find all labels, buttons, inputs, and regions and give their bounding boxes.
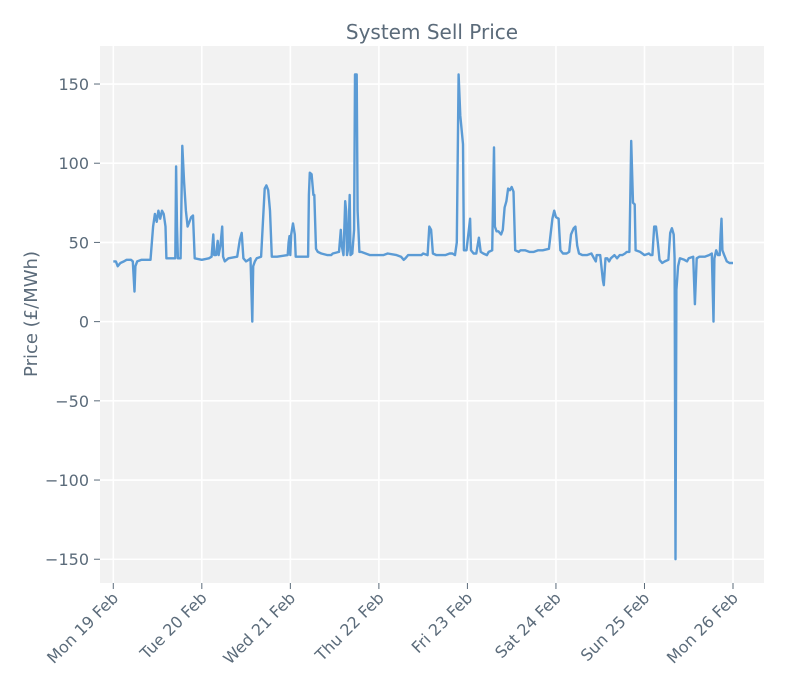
y-axis-label: Price (£/MWh) xyxy=(21,251,42,377)
grid-lines xyxy=(100,46,764,583)
x-tick-label: Tue 20 Feb xyxy=(136,588,211,663)
y-tick-label: −150 xyxy=(45,550,89,569)
x-tick-label: Thu 22 Feb xyxy=(311,588,388,665)
plot-area-background xyxy=(100,46,764,583)
x-tick-label: Sat 24 Feb xyxy=(491,588,565,662)
y-tick-label: 50 xyxy=(69,233,89,252)
y-tick-label: −50 xyxy=(55,392,89,411)
y-tick-label: −100 xyxy=(45,471,89,490)
x-tick-label: Fri 23 Feb xyxy=(408,588,477,657)
series-group xyxy=(113,73,733,561)
x-tick-label: Wed 21 Feb xyxy=(219,588,299,668)
y-tick-label: 0 xyxy=(79,313,89,332)
x-axis-ticks: Mon 19 Feb Tue 20 Feb Wed 21 Feb Thu 22 Feb… xyxy=(43,583,742,668)
series-line xyxy=(113,73,733,561)
x-tick-label: Mon 26 Feb xyxy=(663,588,742,667)
x-tick-label: Mon 19 Feb xyxy=(43,588,122,667)
x-tick-label: Sun 25 Feb xyxy=(577,588,654,665)
y-tick-label: 150 xyxy=(58,75,89,94)
chart-title: System Sell Price xyxy=(346,20,518,44)
y-axis-ticks: 150 100 50 0 −50 −100 −150 xyxy=(45,75,100,569)
y-tick-label: 100 xyxy=(58,154,89,173)
